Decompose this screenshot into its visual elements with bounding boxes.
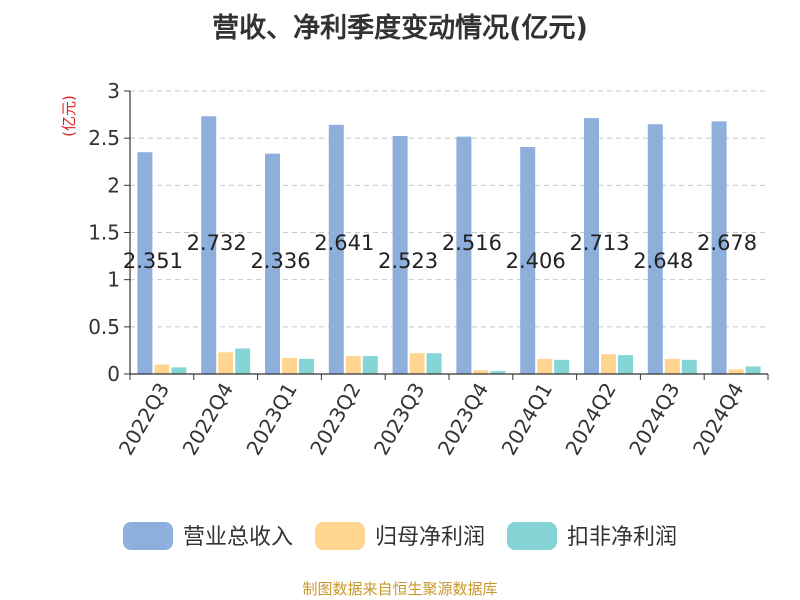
data-label-2022Q3: 2.351 <box>123 249 183 273</box>
y-tick-label: 1 <box>107 268 120 292</box>
data-label-2024Q4: 2.678 <box>697 231 757 255</box>
legend-swatch-2 <box>507 522 557 550</box>
legend-label-1: 归母净利润 <box>375 525 485 550</box>
bar-2023Q3-s2 <box>426 353 442 374</box>
legend-label-0: 营业总收入 <box>183 525 293 550</box>
bar-2024Q2-s2 <box>618 355 633 374</box>
bar-2022Q3-s2 <box>171 367 187 374</box>
bar-2023Q4-s0 <box>456 136 472 374</box>
data-label-2022Q4: 2.732 <box>187 231 247 255</box>
bar-2024Q1-s2 <box>554 359 570 374</box>
data-label-2024Q2: 2.713 <box>569 231 629 255</box>
legend-swatch-0 <box>123 522 173 550</box>
data-label-2023Q4: 2.516 <box>442 231 502 255</box>
x-tick-label: 2023Q3 <box>369 379 429 460</box>
bar-2024Q3-s0 <box>647 124 663 375</box>
bar-2023Q4-s2 <box>490 371 506 374</box>
chart-title: 营收、净利季度变动情况(亿元) <box>212 13 588 44</box>
data-label-2024Q3: 2.648 <box>633 249 693 273</box>
x-tick-label: 2024Q3 <box>624 379 684 460</box>
source-footer: 制图数据来自恒生聚源数据库 <box>302 580 498 598</box>
bar-2024Q4-s1 <box>728 369 744 374</box>
bar-2023Q3-s1 <box>409 353 425 374</box>
x-tick-label: 2024Q4 <box>688 379 748 460</box>
x-tick-label: 2023Q4 <box>433 379 493 460</box>
y-tick-label: 2 <box>107 173 120 197</box>
bar-2023Q4-s1 <box>473 370 489 374</box>
bar-2023Q1-s0 <box>265 153 280 374</box>
bar-2024Q4-s2 <box>745 366 761 374</box>
y-tick-label: 0 <box>107 362 120 386</box>
bar-2022Q3-s0 <box>137 152 153 374</box>
bar-2023Q2-s2 <box>362 356 378 374</box>
bar-2024Q1-s1 <box>537 358 553 374</box>
bar-2024Q2-s1 <box>601 354 616 374</box>
y-tick-label: 0.5 <box>88 315 120 339</box>
bar-2024Q4-s0 <box>711 121 727 374</box>
bar-2022Q4-s0 <box>201 116 217 374</box>
bar-2023Q3-s0 <box>392 135 408 374</box>
x-tick-label: 2024Q2 <box>560 379 620 460</box>
data-label-2023Q1: 2.336 <box>250 249 310 273</box>
y-tick-label: 1.5 <box>88 221 120 245</box>
bar-2024Q3-s2 <box>681 359 697 374</box>
bar-2022Q4-s1 <box>218 352 234 374</box>
y-tick-label: 3 <box>107 79 120 103</box>
legend-label-2: 扣非净利润 <box>567 525 677 550</box>
data-label-2024Q1: 2.406 <box>506 249 566 273</box>
bar-2022Q3-s1 <box>154 364 170 374</box>
x-tick-label: 2023Q1 <box>241 379 301 460</box>
data-label-2023Q2: 2.641 <box>314 231 374 255</box>
y-axis-label: (亿元) <box>60 95 78 137</box>
x-tick-label: 2023Q2 <box>305 379 365 460</box>
x-tick-label: 2022Q3 <box>114 379 174 460</box>
bar-2024Q2-s0 <box>584 118 599 374</box>
data-label-2023Q3: 2.523 <box>378 249 438 273</box>
y-tick-label: 2.5 <box>88 126 120 150</box>
bar-2024Q1-s0 <box>520 147 536 374</box>
bar-2023Q1-s2 <box>299 358 314 374</box>
bar-2023Q2-s0 <box>328 124 344 375</box>
bar-2022Q4-s2 <box>235 348 251 374</box>
bar-2023Q2-s1 <box>345 356 361 374</box>
x-tick-label: 2022Q4 <box>178 379 238 460</box>
legend-swatch-1 <box>315 522 365 550</box>
x-tick-label: 2024Q1 <box>497 379 557 460</box>
bar-2024Q3-s1 <box>664 358 680 374</box>
bar-2023Q1-s1 <box>282 357 297 374</box>
